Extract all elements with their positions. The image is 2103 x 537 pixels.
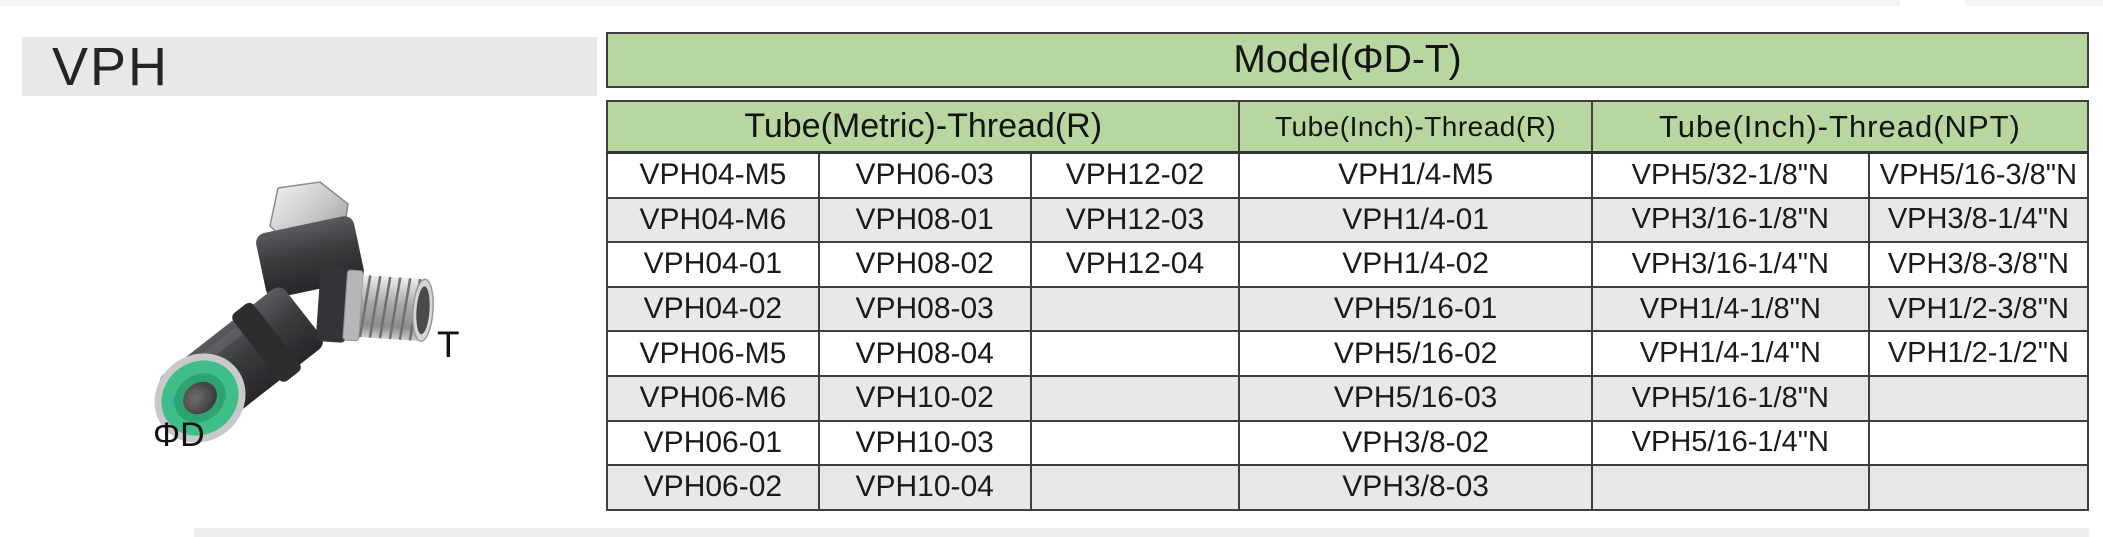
model-number-cell: VPH08-02 [817,241,1032,288]
empty-cell [1029,330,1241,377]
model-number-cell: VPH04-01 [606,241,820,288]
model-number-cell: VPH3/8-1/4"N [1867,196,2090,244]
model-number-cell: VPH1/4-02 [1238,241,1593,288]
empty-cell [1867,464,2090,511]
model-number-cell: VPH06-03 [817,151,1032,199]
column-group-header-row: Tube(Metric)-Thread(R) Tube(Inch)-Thread… [605,100,2090,154]
model-number-cell: VPH1/4-M5 [1238,151,1593,199]
series-title: VPH [52,36,170,97]
model-number-cell: VPH06-02 [606,464,820,511]
model-number-cell: VPH5/32-1/8"N [1590,151,1870,199]
model-number-cell: VPH3/8-03 [1238,464,1593,511]
model-table-row: VPH04-01 VPH08-02 VPH12-04 VPH1/4-02 VPH3/16… [606,241,2090,288]
model-number-cell: VPH1/2-1/2"N [1867,330,2090,377]
empty-cell [1867,419,2090,467]
model-number-cell: VPH08-01 [817,196,1032,244]
model-number-cell: VPH5/16-02 [1238,330,1593,377]
model-number-cell: VPH12-02 [1029,151,1241,199]
model-number-cell: VPH10-04 [817,464,1032,511]
model-table-row: VPH06-02 VPH10-04 VPH3/8-03 [606,464,2090,511]
model-number-cell: VPH3/16-1/8"N [1590,196,1870,244]
model-number-cell: VPH06-M6 [606,374,820,422]
model-number-cell: VPH1/4-01 [1238,196,1593,244]
model-number-cell: VPH12-04 [1029,241,1241,288]
empty-cell [1029,285,1241,333]
model-table-row: VPH06-01 VPH10-03 VPH3/8-02 VPH5/16-1/4"N [606,419,2090,467]
model-number-cell: VPH04-M5 [606,151,820,199]
model-table-row: VPH04-02 VPH08-03 VPH5/16-01 VPH1/4-1/8"N VP… [606,285,2090,333]
model-number-cell: VPH06-01 [606,419,820,467]
model-number-cell: VPH5/16-3/8"N [1867,151,2090,199]
empty-cell [1867,374,2090,422]
model-number-cell: VPH10-02 [817,374,1032,422]
table-title: Model(ΦD-T) [1233,38,1462,81]
column-group-metric-thread-r: Tube(Metric)-Thread(R) [605,100,1241,154]
series-title-bar: VPH [22,37,597,96]
table-title-cell: Model(ΦD-T) [606,32,2089,88]
product-photo [112,158,452,458]
thread-dimension-label: T [437,324,460,365]
fitting-collet-ring [154,353,246,443]
model-number-cell: VPH5/16-01 [1238,285,1593,333]
model-number-cell: VPH06-M5 [606,330,820,377]
model-number-cell: VPH04-M6 [606,196,820,244]
model-number-cell: VPH04-02 [606,285,820,333]
model-table-body: VPH04-M5 VPH06-03 VPH12-02 VPH1/4-M5 VPH5/32… [606,151,2090,511]
fitting-thread-stud [315,265,434,343]
model-number-cell: VPH5/16-1/8"N [1590,374,1870,422]
model-number-cell: VPH3/8-02 [1238,419,1593,467]
model-number-cell: VPH1/4-1/8"N [1590,285,1870,333]
model-number-cell: VPH1/4-1/4"N [1590,330,1870,377]
model-number-cell: VPH3/8-3/8"N [1867,241,2090,288]
model-number-cell: VPH08-04 [817,330,1032,377]
empty-cell [1029,464,1241,511]
bottom-section-divider [194,528,2089,537]
model-number-cell: VPH5/16-03 [1238,374,1593,422]
model-number-cell: VPH1/2-3/8"N [1867,285,2090,333]
tube-diameter-label: ΦD [153,416,205,454]
column-group-inch-thread-r: Tube(Inch)-Thread(R) [1238,100,1593,154]
model-number-cell: VPH5/16-1/4"N [1590,419,1870,467]
model-table-row: VPH04-M5 VPH06-03 VPH12-02 VPH1/4-M5 VPH5/32… [606,151,2090,199]
empty-cell [1029,419,1241,467]
top-divider-notch [1900,0,1966,6]
model-table-row: VPH06-M6 VPH10-02 VPH5/16-03 VPH5/16-1/8"N [606,374,2090,422]
model-table: Tube(Metric)-Thread(R) Tube(Inch)-Thread… [605,100,2090,511]
model-table-row: VPH06-M5 VPH08-04 VPH5/16-02 VPH1/4-1/4"N VP… [606,330,2090,377]
model-number-cell: VPH3/16-1/4"N [1590,241,1870,288]
column-group-inch-thread-npt: Tube(Inch)-Thread(NPT) [1590,100,2090,154]
elbow-fitting-illustration [154,181,434,443]
model-table-row: VPH04-M6 VPH08-01 VPH12-03 VPH1/4-01 VPH3/16… [606,196,2090,244]
model-number-cell: VPH08-03 [817,285,1032,333]
top-section-divider [0,0,2103,6]
empty-cell [1029,374,1241,422]
empty-cell [1590,464,1870,511]
model-number-cell: VPH12-03 [1029,196,1241,244]
model-number-cell: VPH10-03 [817,419,1032,467]
